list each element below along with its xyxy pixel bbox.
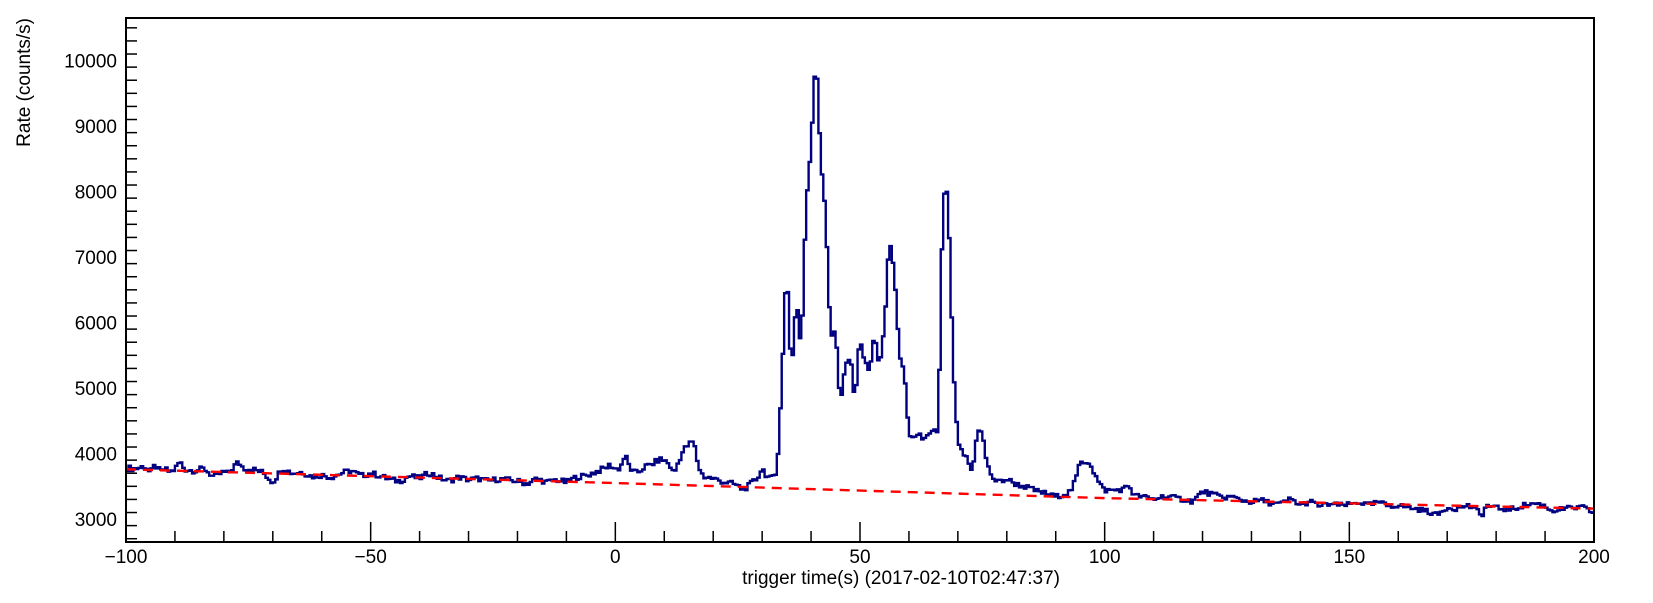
y-axis: 3000 4000 5000 6000 7000 8000 9000 10000 [64,27,137,540]
x-tick-label: 200 [1578,547,1610,568]
plot-layer [125,75,1595,518]
plot-frame [125,17,1595,543]
y-axis-label: Rate (counts/s) [14,18,35,147]
y-tick-label: 8000 [75,183,117,204]
y-tick-label: 7000 [75,248,117,269]
x-axis: −100 −50 0 50 100 150 200 [105,522,1610,568]
x-tick-label: −100 [105,547,148,568]
y-tick-label: 3000 [75,510,117,531]
y-tick-label: 4000 [75,445,117,466]
x-tick-label: −50 [355,547,387,568]
x-axis-label: trigger time(s) (2017-02-10T02:47:37) [742,568,1060,589]
background-fit-line [125,468,1595,510]
x-tick-label: 100 [1089,547,1121,568]
y-tick-label: 6000 [75,314,117,335]
y-tick-label: 10000 [64,52,117,73]
x-tick-label: 150 [1333,547,1365,568]
x-tick-label: 0 [610,547,621,568]
y-tick-label: 5000 [75,379,117,400]
x-tick-label: 50 [849,547,870,568]
rate-step-series [126,75,1594,518]
y-tick-label: 9000 [75,117,117,138]
